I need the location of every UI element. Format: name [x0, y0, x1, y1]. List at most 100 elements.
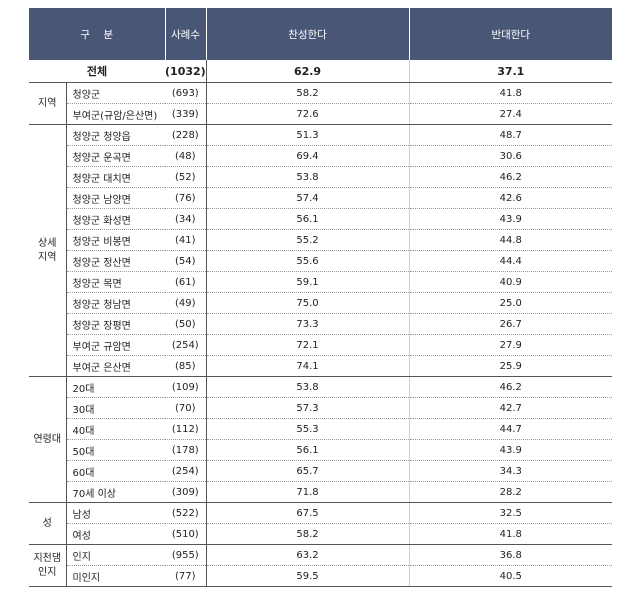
- table-row: 미인지 (77) 59.5 40.5: [29, 565, 613, 587]
- row-disagree: 28.2: [409, 481, 613, 503]
- group-label: 성: [29, 502, 67, 545]
- row-label: 청양군 목면: [66, 271, 166, 293]
- header-category: 구 분: [29, 8, 166, 60]
- row-sample-size: (85): [165, 355, 207, 377]
- row-label: 청양군 운곡면: [66, 145, 166, 167]
- table-row: 청양군 장평면 (50) 73.3 26.7: [29, 313, 613, 335]
- row-sample-size: (955): [165, 544, 207, 566]
- row-agree: 59.5: [206, 565, 410, 587]
- row-disagree: 27.4: [409, 103, 613, 125]
- row-label: 청양군 청양읍: [66, 124, 166, 146]
- row-agree: 58.2: [206, 523, 410, 545]
- row-label: 청양군 청남면: [66, 292, 166, 314]
- table-row: 60대 (254) 65.7 34.3: [29, 460, 613, 482]
- row-sample-size: (41): [165, 229, 207, 251]
- row-disagree: 44.8: [409, 229, 613, 251]
- table-row: 청양군 남양면 (76) 57.4 42.6: [29, 187, 613, 209]
- row-agree: 51.3: [206, 124, 410, 146]
- row-agree: 53.8: [206, 166, 410, 188]
- row-disagree: 32.5: [409, 502, 613, 524]
- table-row: 부여군 은산면 (85) 74.1 25.9: [29, 355, 613, 377]
- row-agree: 73.3: [206, 313, 410, 335]
- row-agree: 55.3: [206, 418, 410, 440]
- row-agree: 63.2: [206, 544, 410, 566]
- table-row: 여성 (510) 58.2 41.8: [29, 523, 613, 545]
- row-sample-size: (34): [165, 208, 207, 230]
- row-label: 여성: [66, 523, 166, 545]
- group-label: 지천댐 인지: [29, 544, 67, 587]
- row-agree: 56.1: [206, 439, 410, 461]
- header-sample-size: 사례수: [165, 8, 207, 60]
- table-row: 상세 지역 청양군 청양읍 (228) 51.3 48.7: [29, 124, 613, 377]
- table-row: 30대 (70) 57.3 42.7: [29, 397, 613, 419]
- row-sample-size: (254): [165, 334, 207, 356]
- table-row: 청양군 대치면 (52) 53.8 46.2: [29, 166, 613, 188]
- row-agree: 67.5: [206, 502, 410, 524]
- row-label: 남성: [66, 502, 166, 524]
- table-row: 40대 (112) 55.3 44.7: [29, 418, 613, 440]
- row-agree: 58.2: [206, 82, 410, 104]
- row-agree: 65.7: [206, 460, 410, 482]
- row-disagree: 46.2: [409, 376, 613, 398]
- row-sample-size: (309): [165, 481, 207, 503]
- total-disagree: 37.1: [409, 60, 613, 83]
- row-label: 인지: [66, 544, 166, 566]
- row-sample-size: (693): [165, 82, 207, 104]
- table-row: 지천댐 인지 인지 (955) 63.2 36.8: [29, 544, 613, 587]
- row-label: 30대: [66, 397, 166, 419]
- row-disagree: 48.7: [409, 124, 613, 146]
- row-label: 청양군 비봉면: [66, 229, 166, 251]
- row-label: 부여군 은산면: [66, 355, 166, 377]
- row-disagree: 34.3: [409, 460, 613, 482]
- header-agree: 찬성한다: [206, 8, 410, 60]
- row-sample-size: (76): [165, 187, 207, 209]
- table-row: 부여군(규암/은산면) (339) 72.6 27.4: [29, 103, 613, 125]
- row-agree: 56.1: [206, 208, 410, 230]
- row-disagree: 25.9: [409, 355, 613, 377]
- table-row: 청양군 비봉면 (41) 55.2 44.8: [29, 229, 613, 251]
- row-agree: 75.0: [206, 292, 410, 314]
- row-label: 부여군(규암/은산면): [66, 103, 166, 125]
- row-disagree: 44.4: [409, 250, 613, 272]
- total-n: (1032): [165, 60, 207, 83]
- table-row: 청양군 청남면 (49) 75.0 25.0: [29, 292, 613, 314]
- row-label: 청양군 남양면: [66, 187, 166, 209]
- row-disagree: 40.5: [409, 565, 613, 587]
- row-sample-size: (77): [165, 565, 207, 587]
- row-disagree: 25.0: [409, 292, 613, 314]
- table-row: 청양군 목면 (61) 59.1 40.9: [29, 271, 613, 293]
- row-agree: 55.2: [206, 229, 410, 251]
- table-row: 70세 이상 (309) 71.8 28.2: [29, 481, 613, 503]
- row-label: 청양군 대치면: [66, 166, 166, 188]
- row-agree: 72.6: [206, 103, 410, 125]
- row-disagree: 46.2: [409, 166, 613, 188]
- table-row: 성 남성 (522) 67.5 32.5: [29, 502, 613, 545]
- row-sample-size: (254): [165, 460, 207, 482]
- table-row: 연령대 20대 (109) 53.8 46.2: [29, 376, 613, 503]
- row-label: 미인지: [66, 565, 166, 587]
- total-row: 전체 (1032) 62.9 37.1: [29, 60, 613, 83]
- row-disagree: 36.8: [409, 544, 613, 566]
- row-agree: 57.4: [206, 187, 410, 209]
- row-agree: 72.1: [206, 334, 410, 356]
- row-sample-size: (522): [165, 502, 207, 524]
- row-agree: 71.8: [206, 481, 410, 503]
- table-header-row: 구 분 사례수 찬성한다 반대한다: [29, 8, 613, 60]
- row-label: 60대: [66, 460, 166, 482]
- total-label: 전체: [29, 60, 166, 83]
- row-disagree: 42.7: [409, 397, 613, 419]
- row-disagree: 44.7: [409, 418, 613, 440]
- row-sample-size: (61): [165, 271, 207, 293]
- row-disagree: 41.8: [409, 523, 613, 545]
- row-disagree: 26.7: [409, 313, 613, 335]
- row-label: 청양군 정산면: [66, 250, 166, 272]
- row-sample-size: (54): [165, 250, 207, 272]
- group-label: 상세 지역: [29, 124, 67, 377]
- row-sample-size: (109): [165, 376, 207, 398]
- row-label: 부여군 규암면: [66, 334, 166, 356]
- row-disagree: 42.6: [409, 187, 613, 209]
- table-row: 청양군 운곡면 (48) 69.4 30.6: [29, 145, 613, 167]
- table-row: 청양군 화성면 (34) 56.1 43.9: [29, 208, 613, 230]
- row-sample-size: (49): [165, 292, 207, 314]
- row-sample-size: (339): [165, 103, 207, 125]
